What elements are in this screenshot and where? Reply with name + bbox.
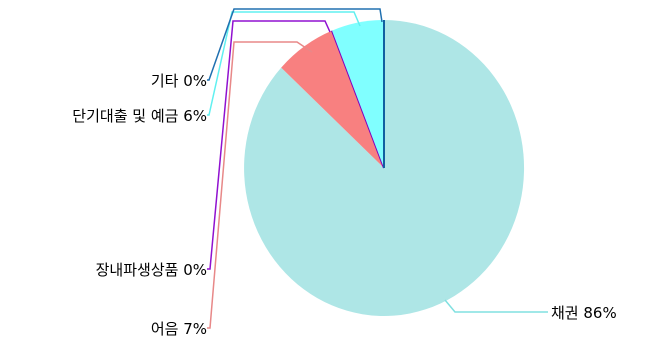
pie-slice-1: [281, 30, 384, 168]
label-jangnae-pasaeng: 장내파생상품 0%: [96, 261, 207, 279]
leader-line-0: [444, 299, 548, 313]
label-dangi-daechul: 단기대출 및 예금 6%: [72, 107, 207, 125]
leader-lines: [207, 8, 548, 329]
label-chaegwon: 채권 86%: [551, 304, 617, 322]
label-eoeum: 어음 7%: [151, 320, 207, 338]
leader-line-2: [207, 20, 331, 270]
leader-line-1: [207, 41, 313, 329]
leader-line-3: [207, 11, 361, 116]
slice-labels: 채권 86% 어음 7% 장내파생상품 0% 단기대출 및 예금 6% 기타 0…: [72, 72, 616, 338]
leader-line-4: [207, 8, 383, 81]
pie-slice-3: [332, 20, 384, 168]
label-gita: 기타 0%: [151, 72, 207, 90]
pie-slices: [244, 19, 525, 316]
